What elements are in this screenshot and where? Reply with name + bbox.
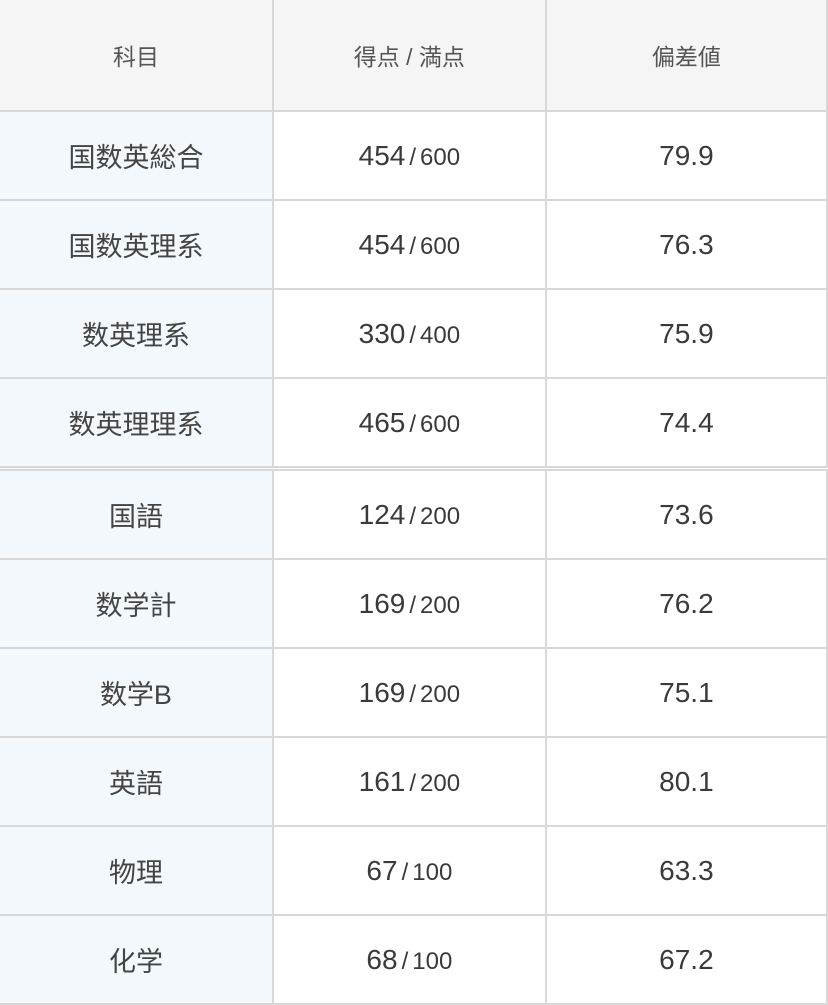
cell-score: 454/600 [273, 200, 546, 289]
score-max: 600 [420, 144, 460, 171]
cell-score: 124/200 [273, 469, 546, 560]
score-value: 330 [359, 318, 406, 349]
cell-deviation: 75.9 [546, 289, 827, 378]
table-row: 物理67/10063.3 [0, 826, 827, 915]
table-row: 数英理系330/40075.9 [0, 289, 827, 378]
cell-score: 454/600 [273, 111, 546, 200]
table-row: 国語124/20073.6 [0, 469, 827, 560]
score-max: 100 [412, 948, 452, 975]
score-value: 169 [359, 677, 406, 708]
cell-subject: 国数英理系 [0, 200, 273, 289]
cell-deviation: 67.2 [546, 915, 827, 1004]
score-value: 465 [359, 407, 406, 438]
cell-deviation: 73.6 [546, 469, 827, 560]
score-max: 600 [420, 233, 460, 260]
cell-deviation: 80.1 [546, 737, 827, 826]
cell-score: 68/100 [273, 915, 546, 1004]
score-value: 67 [366, 855, 397, 886]
score-separator: / [409, 144, 416, 171]
cell-score: 161/200 [273, 737, 546, 826]
score-separator: / [409, 322, 416, 349]
cell-deviation: 76.3 [546, 200, 827, 289]
table-row: 化学68/10067.2 [0, 915, 827, 1004]
score-separator: / [409, 411, 416, 438]
cell-subject: 数学計 [0, 559, 273, 648]
score-value: 169 [359, 588, 406, 619]
scores-table: 科目 得点 / 満点 偏差値 国数英総合454/60079.9国数英理系454/… [0, 0, 828, 1005]
cell-deviation: 79.9 [546, 111, 827, 200]
score-separator: / [409, 770, 416, 797]
score-value: 454 [359, 229, 406, 260]
score-max: 200 [420, 503, 460, 530]
cell-subject: 国語 [0, 469, 273, 560]
score-separator: / [402, 948, 409, 975]
score-separator: / [409, 681, 416, 708]
table-row: 数学計169/20076.2 [0, 559, 827, 648]
table-row: 数英理理系465/60074.4 [0, 378, 827, 469]
score-max: 400 [420, 322, 460, 349]
score-max: 200 [420, 770, 460, 797]
score-separator: / [402, 859, 409, 886]
cell-deviation: 63.3 [546, 826, 827, 915]
cell-score: 169/200 [273, 648, 546, 737]
cell-score: 67/100 [273, 826, 546, 915]
header-row: 科目 得点 / 満点 偏差値 [0, 0, 827, 111]
cell-subject: 化学 [0, 915, 273, 1004]
cell-deviation: 75.1 [546, 648, 827, 737]
table-row: 英語161/20080.1 [0, 737, 827, 826]
cell-subject: 数英理理系 [0, 378, 273, 469]
table-row: 国数英理系454/60076.3 [0, 200, 827, 289]
cell-score: 169/200 [273, 559, 546, 648]
cell-subject: 物理 [0, 826, 273, 915]
score-value: 161 [359, 766, 406, 797]
score-separator: / [409, 233, 416, 260]
score-separator: / [409, 503, 416, 530]
header-score: 得点 / 満点 [273, 0, 546, 111]
cell-score: 465/600 [273, 378, 546, 469]
cell-subject: 数英理系 [0, 289, 273, 378]
header-deviation: 偏差値 [546, 0, 827, 111]
table-row: 国数英総合454/60079.9 [0, 111, 827, 200]
score-max: 200 [420, 592, 460, 619]
cell-subject: 英語 [0, 737, 273, 826]
cell-deviation: 76.2 [546, 559, 827, 648]
cell-subject: 国数英総合 [0, 111, 273, 200]
cell-deviation: 74.4 [546, 378, 827, 469]
score-value: 68 [366, 944, 397, 975]
table-row: 数学B169/20075.1 [0, 648, 827, 737]
score-max: 200 [420, 681, 460, 708]
header-subject: 科目 [0, 0, 273, 111]
cell-subject: 数学B [0, 648, 273, 737]
cell-score: 330/400 [273, 289, 546, 378]
score-value: 454 [359, 140, 406, 171]
score-max: 100 [412, 859, 452, 886]
score-separator: / [409, 592, 416, 619]
score-value: 124 [359, 499, 406, 530]
score-max: 600 [420, 411, 460, 438]
